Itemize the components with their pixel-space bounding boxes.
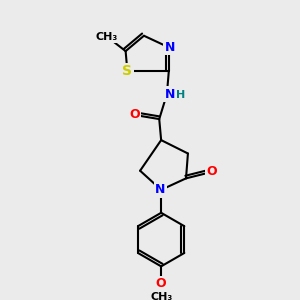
Text: CH₃: CH₃	[95, 32, 118, 42]
Text: N: N	[165, 88, 175, 101]
Text: O: O	[156, 277, 167, 290]
Text: O: O	[206, 165, 217, 178]
Text: N: N	[165, 41, 175, 54]
Text: S: S	[122, 64, 132, 78]
Text: CH₃: CH₃	[150, 292, 172, 300]
Text: H: H	[176, 90, 185, 100]
Text: N: N	[155, 183, 165, 196]
Text: O: O	[129, 108, 140, 121]
